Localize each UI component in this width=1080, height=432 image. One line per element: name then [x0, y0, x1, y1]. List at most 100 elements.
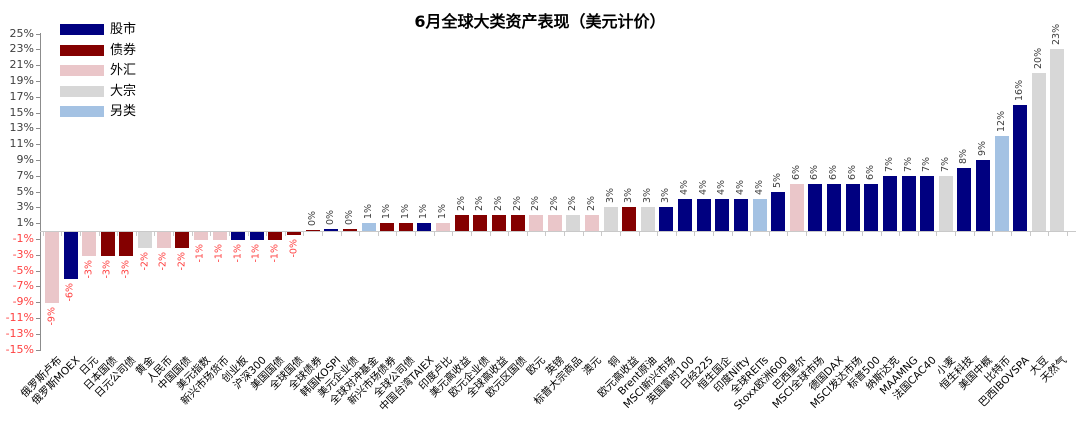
bar [976, 159, 990, 231]
bar-value-label: 2% [530, 196, 542, 212]
x-axis-tick [415, 232, 417, 236]
y-axis-label: -15% [5, 342, 34, 356]
x-axis-tick [750, 232, 752, 236]
y-axis-tick [36, 33, 40, 35]
x-axis-tick [1029, 232, 1031, 236]
x-axis-tick [191, 232, 193, 236]
x-axis-tick [452, 232, 454, 236]
x-axis-tick [638, 232, 640, 236]
y-axis-label: 17% [9, 89, 34, 103]
bar-value-label: 2% [474, 196, 486, 212]
legend-swatch-fx [60, 65, 104, 76]
legend-item-commodity: 大宗 [60, 84, 200, 99]
bar-value-label: 1% [399, 204, 411, 220]
bar-category-label: 澳元 [580, 354, 604, 378]
legend-label-stock: 股市 [110, 22, 137, 37]
bar [268, 232, 283, 240]
bar [529, 215, 544, 231]
bar [231, 232, 246, 240]
bar-value-label: 20% [1032, 47, 1044, 69]
bar-value-label: 9% [977, 140, 988, 156]
y-axis-tick [36, 286, 40, 288]
x-axis-tick [98, 232, 100, 236]
bar-value-label: 1% [362, 204, 374, 220]
bar-value-label: -9% [46, 307, 57, 326]
x-axis-tick [154, 232, 156, 236]
bar [454, 215, 469, 231]
bar-value-label: 2% [455, 196, 467, 212]
bar [752, 199, 767, 231]
bar [398, 223, 413, 231]
bar-value-label: -2% [139, 251, 151, 271]
y-axis-label: 3% [16, 200, 34, 214]
x-axis-tick [526, 232, 528, 236]
x-axis-tick [880, 232, 882, 236]
bar [510, 215, 525, 231]
bar [789, 183, 804, 231]
legend-swatch-commodity [60, 85, 104, 97]
x-axis-tick [359, 232, 361, 236]
x-axis-tick [61, 232, 63, 236]
bar-value-label: -3% [101, 259, 113, 279]
y-axis-tick [36, 144, 40, 146]
bar [827, 183, 842, 231]
bar [584, 215, 599, 231]
x-axis-tick [564, 232, 566, 236]
bar-value-label: -1% [213, 243, 225, 263]
y-axis-label: 19% [9, 73, 34, 87]
y-axis-tick [36, 80, 40, 82]
bar [715, 199, 730, 231]
x-axis-tick [806, 232, 808, 236]
bar-value-label: 4% [734, 180, 746, 196]
bar-value-label: 8% [958, 148, 970, 164]
bar-value-label: -2% [157, 251, 169, 271]
y-axis-label: 15% [9, 105, 34, 119]
bar [622, 207, 637, 231]
y-axis-label: 11% [9, 137, 34, 151]
bar-value-label: 2% [548, 196, 560, 212]
x-axis-tick [675, 232, 677, 236]
bar [640, 207, 655, 231]
y-axis-tick [36, 254, 40, 256]
bar [1013, 104, 1028, 231]
x-axis-tick [992, 232, 994, 236]
x-axis-tick [973, 232, 975, 236]
bar-value-label: 5% [772, 172, 784, 188]
y-axis-label: 1% [16, 216, 34, 230]
legend-item-bond: 债券 [60, 43, 200, 58]
bar [138, 232, 153, 248]
y-axis-tick [36, 112, 40, 114]
x-axis-tick [768, 232, 770, 236]
y-axis-label: -13% [5, 326, 34, 340]
bar [473, 215, 488, 231]
bar [417, 223, 432, 231]
bar [287, 232, 302, 236]
bar-value-label: 2% [492, 196, 504, 212]
y-axis-tick [36, 159, 40, 161]
y-axis-label: 13% [9, 121, 34, 135]
x-axis-line [40, 231, 1076, 232]
x-axis-tick [508, 232, 510, 236]
x-axis-tick [377, 232, 379, 236]
bar-value-label: -6% [64, 283, 76, 302]
x-axis-tick [284, 232, 286, 236]
bar [659, 207, 674, 231]
bar [547, 215, 562, 231]
bar-value-label: 6% [828, 164, 840, 180]
y-axis-label: -11% [5, 310, 34, 324]
x-axis-tick [79, 232, 81, 236]
x-axis-tick [787, 232, 789, 236]
bar-value-label: 23% [1051, 24, 1063, 46]
legend-label-commodity: 大宗 [110, 83, 137, 99]
bar-value-label: 7% [883, 156, 895, 172]
bar [156, 232, 171, 248]
bar [212, 232, 227, 240]
bar [882, 175, 897, 231]
x-axis-tick [545, 232, 547, 236]
bar [733, 199, 748, 231]
x-axis-tick [321, 232, 323, 236]
bar-value-label: 16% [1014, 79, 1026, 101]
bar [603, 207, 618, 231]
y-axis-label: 5% [16, 184, 34, 198]
bar-value-label: 4% [753, 180, 765, 196]
